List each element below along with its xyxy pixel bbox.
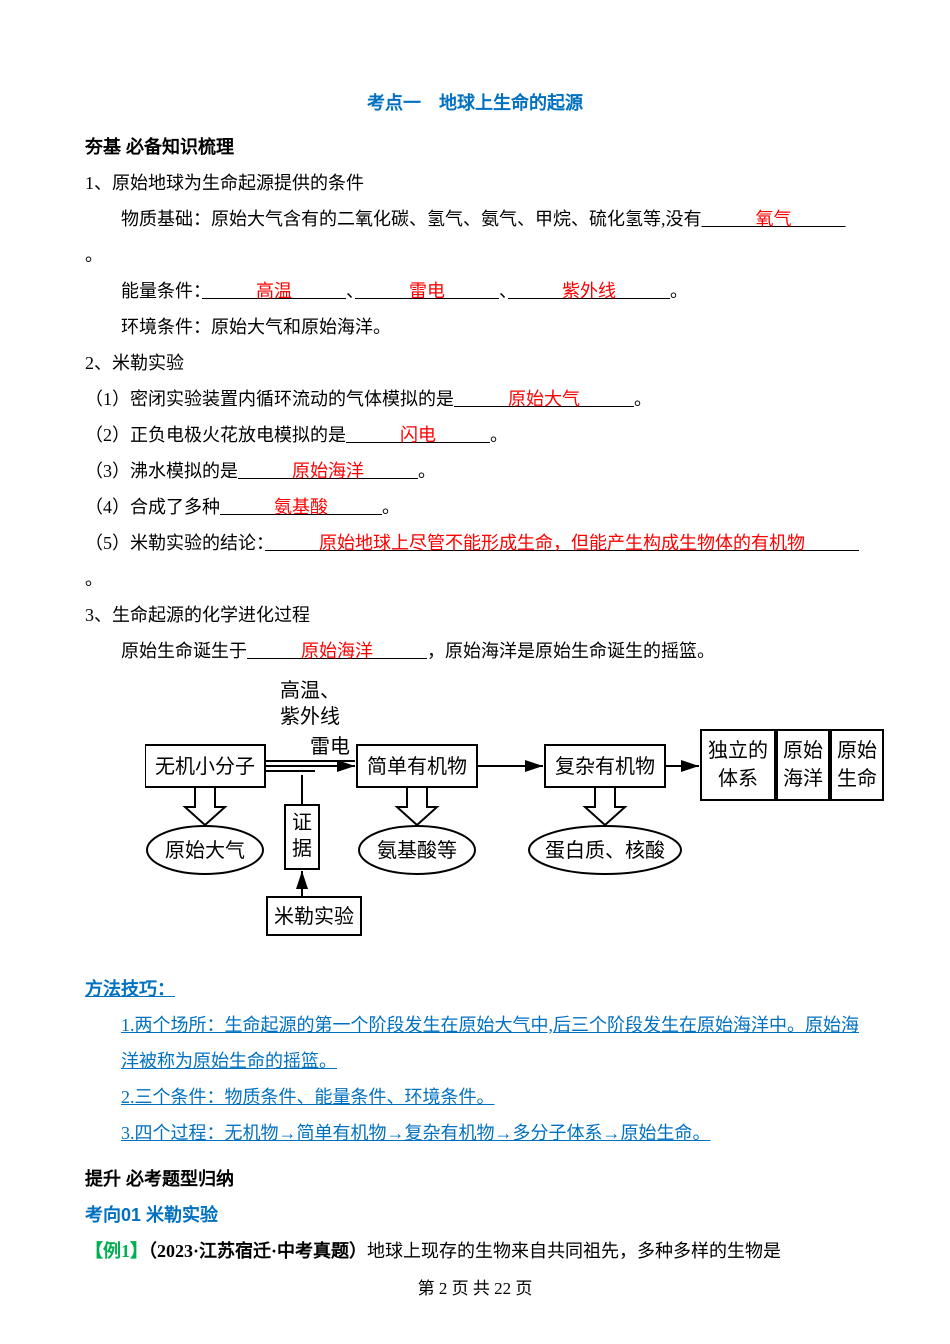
answer-lightning: 闪电 (400, 425, 436, 445)
answer-conclusion: 原始地球上尽管不能形成生命，但能产生构成生物体的有机物 (319, 533, 805, 553)
svg-text:蛋白质、核酸: 蛋白质、核酸 (545, 839, 665, 862)
item-2-4: （4）合成了多种 氨基酸 。 (85, 489, 865, 525)
flowchart-diagram: 无机小分子 简单有机物 复杂有机物 独立的 体系 原始 海洋 原始 生命 原始大… (85, 675, 865, 955)
item-1c: 环境条件：原始大气和原始海洋。 (85, 309, 865, 345)
method-2: 2.三个条件：物质条件、能量条件、环境条件。 (85, 1079, 865, 1115)
method-title: 方法技巧： (85, 971, 865, 1007)
blank: 氧气 (702, 209, 846, 229)
item-2-4-text: （4）合成了多种 (85, 497, 220, 517)
item-3: 3、生命起源的化学进化过程 (85, 597, 865, 633)
item-2-5-end: 。 (85, 561, 865, 597)
item-2-3-text: （3）沸水模拟的是 (85, 461, 238, 481)
method-1: 1.两个场所：生命起源的第一个阶段发生在原始大气中,后三个阶段发生在原始海洋中。… (85, 1007, 865, 1079)
svg-text:体系: 体系 (718, 767, 758, 790)
svg-text:雷电: 雷电 (310, 735, 350, 758)
answer-oxygen: 氧气 (756, 209, 792, 229)
method-3: 3.四个过程：无机物→简单有机物→复杂有机物→多分子体系→原始生命。 (85, 1115, 865, 1151)
svg-text:紫外线: 紫外线 (280, 705, 340, 728)
svg-text:生命: 生命 (837, 767, 877, 790)
example-source: （2023·江苏宿迁·中考真题） (148, 1241, 367, 1261)
answer-thunder: 雷电 (409, 281, 445, 301)
blank: 雷电 (355, 281, 499, 301)
svg-text:高温、: 高温、 (280, 679, 340, 702)
item-2-2-text: （2）正负电极火花放电模拟的是 (85, 425, 346, 445)
svg-text:据: 据 (292, 837, 312, 860)
page-footer: 第 2 页 共 22 页 (0, 1272, 950, 1306)
blank: 紫外线 (508, 281, 670, 301)
svg-text:独立的: 独立的 (708, 739, 768, 762)
blank: 闪电 (346, 425, 490, 445)
item-2-5-text: （5）米勒实验的结论： (85, 533, 265, 553)
blank: 高温 (202, 281, 346, 301)
svg-text:证: 证 (292, 811, 312, 834)
answer-uv: 紫外线 (562, 281, 616, 301)
svg-text:原始: 原始 (783, 739, 823, 762)
blank: 氨基酸 (220, 497, 382, 517)
item-2-2: （2）正负电极火花放电模拟的是 闪电 。 (85, 417, 865, 453)
topic-title: 考点一 地球上生命的起源 (85, 85, 865, 121)
item-1b-text: 能量条件： (121, 281, 202, 301)
svg-text:简单有机物: 简单有机物 (367, 755, 467, 778)
answer-primitive-ocean: 原始海洋 (292, 461, 364, 481)
item-1a-end: 。 (85, 237, 865, 273)
item-2-1: （1）密闭实验装置内循环流动的气体模拟的是 原始大气 。 (85, 381, 865, 417)
answer-hightemp: 高温 (256, 281, 292, 301)
svg-text:原始: 原始 (837, 739, 877, 762)
svg-text:复杂有机物: 复杂有机物 (555, 755, 655, 778)
example-label: 【例1】 (85, 1241, 148, 1261)
example-text: 地球上现存的生物来自共同祖先，多种多样的生物是 (367, 1241, 781, 1261)
svg-text:氨基酸等: 氨基酸等 (377, 839, 457, 862)
answer-ocean: 原始海洋 (301, 641, 373, 661)
svg-text:原始大气: 原始大气 (165, 839, 245, 862)
item-1a: 物质基础：原始大气含有的二氧化碳、氢气、氨气、甲烷、硫化氢等,没有 氧气 (85, 201, 865, 237)
section-1-header: 夯基 必备知识梳理 (85, 129, 865, 165)
item-2: 2、米勒实验 (85, 345, 865, 381)
item-2-5: （5）米勒实验的结论： 原始地球上尽管不能形成生命，但能产生构成生物体的有机物 (85, 525, 865, 561)
svg-text:海洋: 海洋 (783, 767, 823, 790)
section-2-header: 提升 必考题型归纳 (85, 1161, 865, 1197)
section-2-sub: 考向01 米勒实验 (85, 1197, 865, 1233)
answer-primitive-atm: 原始大气 (508, 389, 580, 409)
item-1a-text: 物质基础：原始大气含有的二氧化碳、氢气、氨气、甲烷、硫化氢等,没有 (121, 209, 702, 229)
item-1b: 能量条件： 高温 、 雷电 、 紫外线 。 (85, 273, 865, 309)
blank: 原始海洋 (247, 641, 427, 661)
svg-text:无机小分子: 无机小分子 (155, 755, 255, 778)
answer-amino: 氨基酸 (274, 497, 328, 517)
svg-text:米勒实验: 米勒实验 (274, 905, 354, 928)
item-1: 1、原始地球为生命起源提供的条件 (85, 165, 865, 201)
item-2-1-text: （1）密闭实验装置内循环流动的气体模拟的是 (85, 389, 454, 409)
item-3a-text: 原始生命诞生于 (121, 641, 247, 661)
blank: 原始大气 (454, 389, 634, 409)
item-2-3: （3）沸水模拟的是 原始海洋 。 (85, 453, 865, 489)
blank: 原始地球上尽管不能形成生命，但能产生构成生物体的有机物 (265, 533, 859, 553)
item-3a-post: ，原始海洋是原始生命诞生的摇篮。 (427, 641, 715, 661)
example-1: 【例1】（2023·江苏宿迁·中考真题）地球上现存的生物来自共同祖先，多种多样的… (85, 1233, 865, 1269)
blank: 原始海洋 (238, 461, 418, 481)
item-3a: 原始生命诞生于 原始海洋 ，原始海洋是原始生命诞生的摇篮。 (85, 633, 865, 669)
